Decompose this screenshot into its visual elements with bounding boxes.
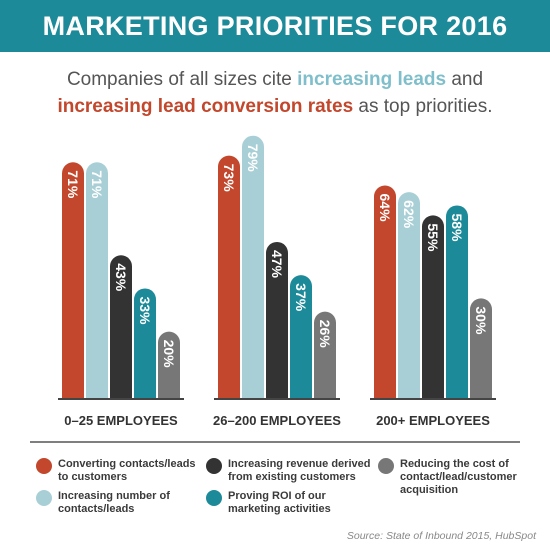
data-label: 43% xyxy=(113,263,129,292)
data-label: 55% xyxy=(425,223,441,252)
legend-label: contacts/leads xyxy=(58,503,135,515)
data-label: 20% xyxy=(161,340,177,369)
subtitle-text-3: as top priorities. xyxy=(353,96,493,117)
bar xyxy=(374,185,396,398)
data-label: 62% xyxy=(401,200,417,229)
legend-swatch-increasing-contacts xyxy=(36,490,52,506)
legend-item-proving-roi: Proving ROI of our marketing activities xyxy=(228,490,331,516)
bar xyxy=(266,241,288,398)
bar xyxy=(446,205,468,398)
legend-label: from existing customers xyxy=(228,471,356,483)
legend-label: Reducing the cost of xyxy=(400,458,509,470)
legend-item-increasing-revenue: Increasing revenue derived from existing… xyxy=(228,458,370,484)
chart-subtitle: Companies of all sizes cite increasing l… xyxy=(20,66,530,120)
legend-item-converting: Converting contacts/leads to customers xyxy=(58,458,196,484)
subtitle-text-1: Companies of all sizes cite xyxy=(66,69,298,90)
bar xyxy=(218,155,240,398)
legend-label: contact/lead/customer xyxy=(400,471,517,483)
data-label: 71% xyxy=(65,170,81,199)
data-label: 30% xyxy=(473,306,489,335)
data-label: 79% xyxy=(245,144,261,173)
category-label: 0–25 EMPLOYEES xyxy=(64,413,178,428)
subtitle-highlight-leads: increasing leads xyxy=(297,69,447,90)
bar xyxy=(422,215,444,398)
data-label: 73% xyxy=(221,164,237,193)
legend-label: Increasing number of xyxy=(58,490,170,502)
data-label: 47% xyxy=(269,250,285,279)
legend-label: Converting contacts/leads xyxy=(58,458,196,470)
legend-label: Proving ROI of our xyxy=(228,490,326,502)
legend-label: acquisition xyxy=(400,484,459,496)
data-label: 26% xyxy=(317,320,333,349)
data-label: 58% xyxy=(449,213,465,242)
data-label: 33% xyxy=(137,296,153,325)
bar xyxy=(398,192,420,398)
bar xyxy=(86,162,108,398)
bar xyxy=(314,311,336,398)
bar xyxy=(110,255,132,398)
bar xyxy=(62,162,84,398)
data-label: 71% xyxy=(89,170,105,199)
legend-item-reducing-cost: Reducing the cost of contact/lead/custom… xyxy=(400,458,517,497)
legend-swatch-converting xyxy=(36,458,52,474)
bar xyxy=(134,288,156,398)
data-label: 64% xyxy=(377,194,393,223)
bar xyxy=(470,298,492,398)
legend-label: Increasing revenue derived xyxy=(228,458,371,470)
bar xyxy=(290,275,312,398)
legend-swatch-reducing-cost xyxy=(378,458,394,474)
subtitle-highlight-conversion: increasing lead conversion rates xyxy=(57,96,354,117)
data-label: 37% xyxy=(293,283,309,312)
legend-swatch-proving-roi xyxy=(206,490,222,506)
legend-swatch-increasing-revenue xyxy=(206,458,222,474)
legend-item-increasing-contacts: Increasing number of contacts/leads xyxy=(58,490,170,516)
source-note: Source: State of Inbound 2015, HubSpot xyxy=(346,530,536,542)
chart-title: MARKETING PRIORITIES FOR 2016 xyxy=(0,0,550,52)
category-label: 200+ EMPLOYEES xyxy=(376,413,490,428)
subtitle-text-2: and xyxy=(446,69,484,90)
legend-label: marketing activities xyxy=(228,503,331,515)
bar xyxy=(242,135,264,398)
legend-label: to customers xyxy=(58,471,128,483)
category-label: 26–200 EMPLOYEES xyxy=(213,413,341,428)
bar xyxy=(158,331,180,398)
